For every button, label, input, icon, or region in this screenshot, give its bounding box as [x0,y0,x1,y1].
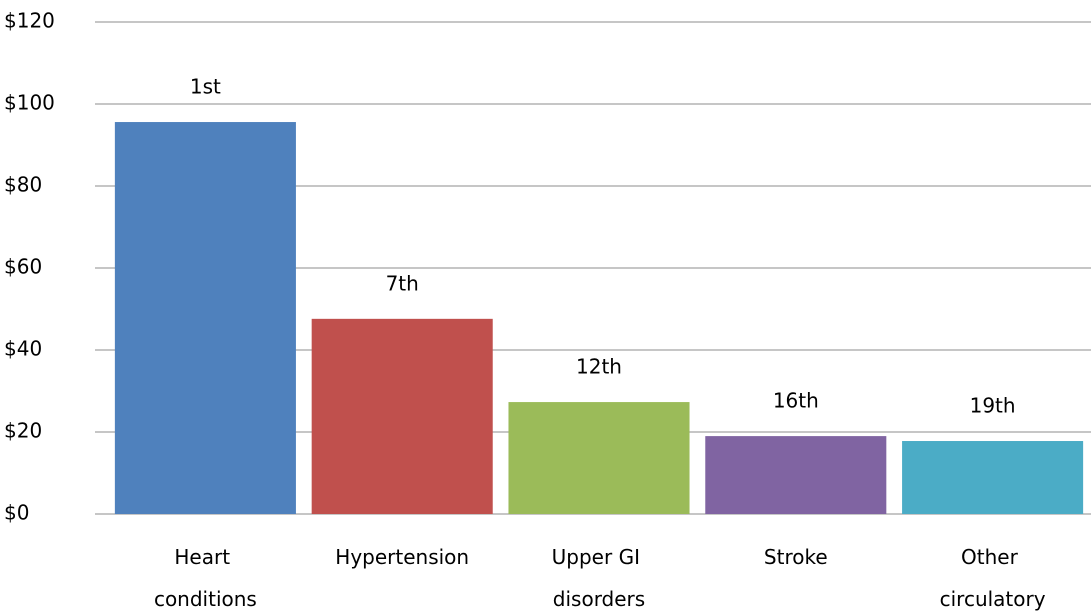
x-tick-label: Upper GI disorders [552,545,647,611]
y-tick-label: $80 [4,173,42,197]
y-tick-label: $20 [4,419,42,443]
bar [311,318,493,514]
bar [508,402,690,514]
x-tick-label: Stroke [764,545,828,569]
bar-annotation: 12th [576,355,622,379]
bar-annotation: 1st [190,75,221,99]
bar [705,436,887,514]
bar-annotation: 7th [386,271,419,295]
y-tick-label: $100 [4,91,55,115]
bar-annotation: 16th [773,389,819,413]
bar-annotation: 19th [970,394,1016,418]
y-tick-label: $0 [4,501,29,525]
x-tick-label: Other circulatory [940,545,1046,611]
x-tick-label: Hypertension [335,545,469,569]
bar [902,441,1084,514]
x-tick-label: Heart conditions [154,545,257,611]
y-tick-label: $60 [4,255,42,279]
bar [114,122,296,514]
y-tick-label: $120 [4,9,55,33]
y-tick-label: $40 [4,337,42,361]
